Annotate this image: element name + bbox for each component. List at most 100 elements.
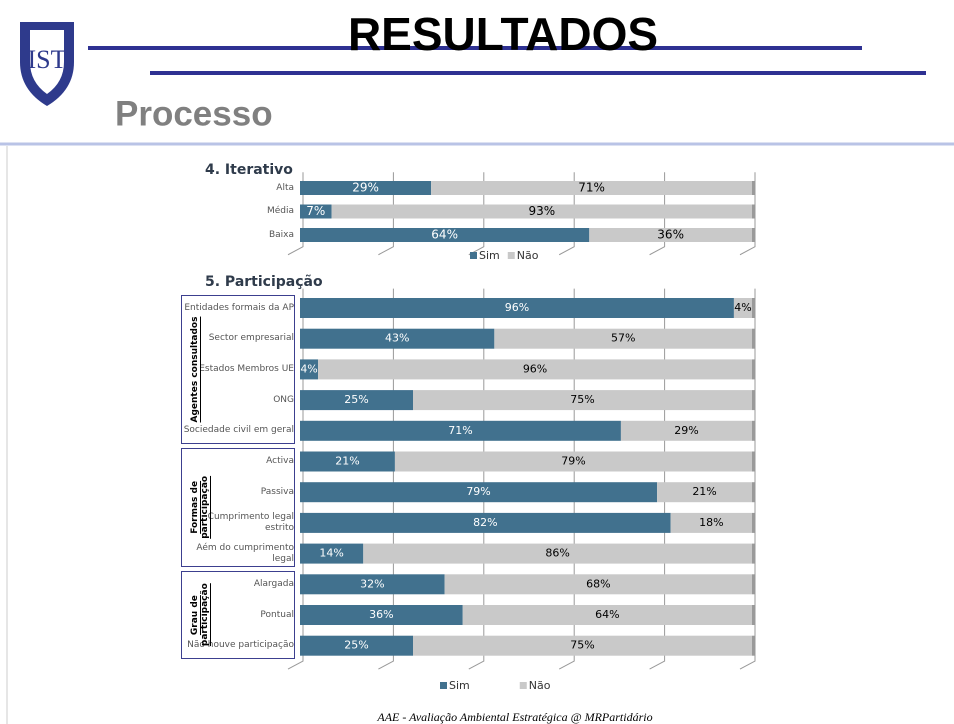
bar-segment (413, 390, 752, 411)
bar-segment (300, 574, 445, 595)
value-label: 4% (734, 301, 751, 314)
category-label: Baixa (268, 229, 294, 240)
value-label: 96% (505, 301, 529, 314)
value-label: 75% (570, 639, 594, 652)
logo-inner (30, 30, 64, 94)
legend-label: Sim (449, 679, 470, 692)
bar-segment (300, 543, 364, 564)
bar-segment (733, 298, 752, 318)
bar-segment (413, 635, 752, 656)
category-label: Passiva (260, 486, 294, 497)
group-label: Formas de participação (190, 476, 210, 539)
bar-segment (589, 228, 752, 242)
bar-segment (300, 451, 395, 472)
grid-line (287, 172, 304, 256)
slide-subtitle: Processo (115, 94, 273, 133)
category-label: Cumprimento legal estrito (207, 511, 294, 533)
bar-segment (300, 635, 413, 656)
value-label: 29% (674, 424, 698, 437)
chart-title: 4. Iterativo (205, 162, 293, 178)
bar-segment (657, 482, 752, 503)
grid-line (649, 288, 666, 670)
value-label: 79% (466, 485, 490, 498)
legend-swatch (440, 682, 447, 689)
grid-line (558, 288, 575, 670)
bar-edge (752, 635, 755, 656)
value-label: 57% (611, 332, 635, 345)
grid-line (378, 288, 394, 670)
value-label: 64% (431, 228, 458, 242)
grid-line (649, 172, 666, 256)
bar-edge (752, 543, 755, 564)
bar-edge (752, 359, 755, 380)
category-label: Alta (276, 182, 294, 193)
bar-edge (752, 482, 755, 503)
bar-segment (394, 451, 752, 472)
grid-line (739, 172, 756, 256)
bar-segment (494, 328, 752, 349)
bar-edge (752, 574, 755, 595)
bar-segment (620, 420, 752, 441)
category-label: Activa (266, 456, 294, 466)
legend-swatch (507, 252, 515, 259)
value-label: 25% (344, 393, 368, 406)
category-label: Aém do cumprimento legal (196, 542, 294, 564)
value-label: 36% (657, 228, 684, 242)
value-label: 96% (523, 362, 547, 375)
legend-label: Não (517, 249, 539, 262)
chart-title: 5. Participação (205, 274, 323, 290)
value-label: 32% (360, 577, 384, 590)
group-label: Agentes consultados (190, 316, 200, 423)
bar-segment (363, 543, 752, 564)
bar-segment (300, 605, 463, 625)
value-label: 86% (545, 547, 569, 560)
slide-title: RESULTADOS (348, 8, 658, 60)
bar-edge (752, 420, 755, 441)
grid-line (468, 288, 485, 670)
value-label: 21% (335, 455, 359, 468)
category-label: Estados Membros UE (199, 363, 294, 374)
category-label: ONG (273, 394, 294, 405)
category-label: Alargada (253, 578, 294, 589)
bar-edge (752, 328, 755, 349)
category-label: Não houve participação (187, 640, 294, 651)
category-label: Sector empresarial (208, 333, 294, 344)
legend-swatch (470, 252, 477, 259)
value-label: 25% (344, 639, 368, 652)
bar-segment (300, 512, 671, 533)
value-label: 7% (306, 204, 325, 218)
value-label: 43% (385, 332, 409, 345)
bar-segment (670, 512, 752, 533)
value-label: 79% (561, 455, 585, 468)
value-label: 4% (300, 362, 317, 375)
footer: AAE - Avaliação Ambiental Estratégica @ … (376, 710, 652, 724)
bar-edge (752, 605, 755, 625)
bar-segment (318, 359, 752, 380)
bar-segment (431, 181, 752, 195)
group-box (181, 448, 295, 567)
bar-edge (752, 512, 755, 533)
bar-segment (300, 228, 590, 242)
bar-edge (752, 228, 755, 242)
value-label: 14% (319, 547, 343, 560)
value-label: 18% (699, 516, 723, 529)
group-box (181, 294, 295, 445)
bar-edge (752, 204, 755, 219)
bar-segment (300, 390, 413, 411)
grid-line (378, 172, 394, 256)
bar-segment (300, 328, 495, 349)
category-label: Pontual (260, 609, 294, 620)
category-label: Sociedade civil em geral (183, 425, 294, 436)
grid-line (739, 288, 756, 670)
category-label: Média (266, 206, 294, 216)
grid-line (287, 288, 304, 670)
group-box (181, 570, 295, 660)
value-label: 36% (369, 608, 393, 621)
bar-edge (752, 390, 755, 411)
group-label: Grau de participação (190, 583, 210, 647)
grid-line (558, 172, 575, 256)
value-label: 71% (578, 181, 605, 195)
value-label: 71% (448, 424, 472, 437)
